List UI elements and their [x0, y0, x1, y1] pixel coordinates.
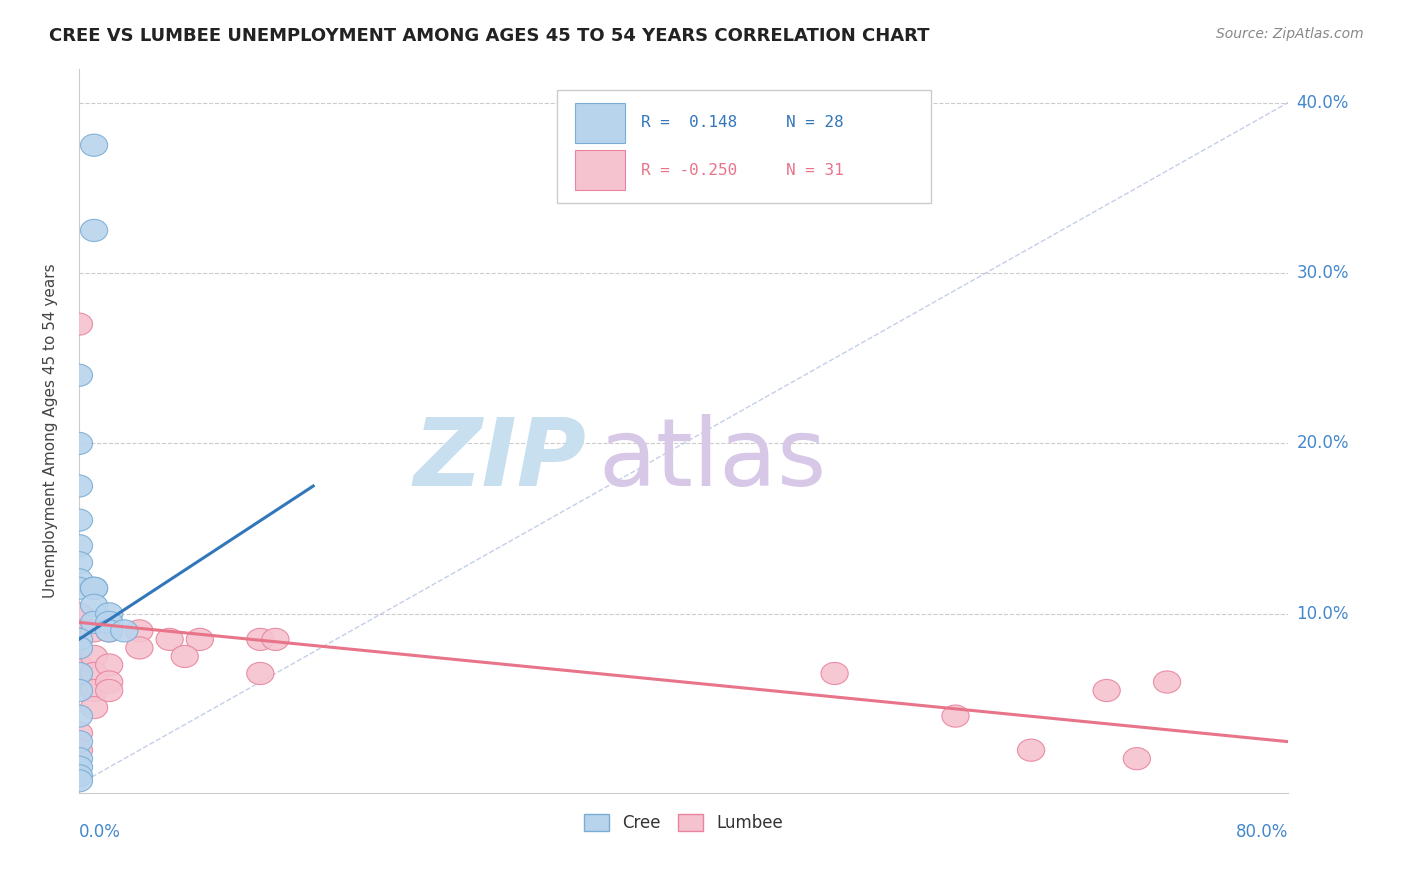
Legend: Cree, Lumbee: Cree, Lumbee [578, 807, 789, 838]
Ellipse shape [80, 219, 108, 242]
Ellipse shape [125, 620, 153, 642]
Ellipse shape [262, 628, 290, 650]
Ellipse shape [96, 680, 122, 702]
Ellipse shape [65, 764, 93, 787]
Ellipse shape [96, 620, 122, 642]
Ellipse shape [80, 663, 108, 684]
Ellipse shape [80, 697, 108, 719]
Ellipse shape [65, 756, 93, 779]
Text: CREE VS LUMBEE UNEMPLOYMENT AMONG AGES 45 TO 54 YEARS CORRELATION CHART: CREE VS LUMBEE UNEMPLOYMENT AMONG AGES 4… [49, 27, 929, 45]
Ellipse shape [65, 628, 93, 650]
Ellipse shape [65, 509, 93, 531]
Ellipse shape [80, 645, 108, 667]
Ellipse shape [80, 577, 108, 599]
Ellipse shape [65, 705, 93, 727]
Text: N = 31: N = 31 [786, 162, 844, 178]
Ellipse shape [96, 620, 122, 642]
Ellipse shape [246, 628, 274, 650]
Text: 40.0%: 40.0% [1296, 94, 1348, 112]
FancyBboxPatch shape [557, 90, 931, 202]
Ellipse shape [65, 722, 93, 744]
Ellipse shape [1153, 671, 1181, 693]
Ellipse shape [65, 747, 93, 770]
Ellipse shape [65, 671, 93, 693]
Ellipse shape [80, 680, 108, 702]
Ellipse shape [65, 770, 93, 792]
Ellipse shape [1018, 739, 1045, 761]
Text: 80.0%: 80.0% [1236, 823, 1288, 841]
Ellipse shape [96, 671, 122, 693]
Ellipse shape [65, 364, 93, 386]
Ellipse shape [65, 663, 93, 684]
Ellipse shape [65, 731, 93, 753]
Ellipse shape [65, 475, 93, 497]
Y-axis label: Unemployment Among Ages 45 to 54 years: Unemployment Among Ages 45 to 54 years [44, 263, 58, 598]
Ellipse shape [96, 654, 122, 676]
Ellipse shape [65, 534, 93, 557]
Ellipse shape [96, 603, 122, 625]
Ellipse shape [65, 433, 93, 455]
Text: atlas: atlas [599, 414, 827, 506]
Ellipse shape [65, 680, 93, 702]
Text: R = -0.250: R = -0.250 [641, 162, 737, 178]
Ellipse shape [65, 551, 93, 574]
Ellipse shape [65, 739, 93, 761]
Ellipse shape [65, 628, 93, 650]
Ellipse shape [80, 594, 108, 616]
Ellipse shape [80, 577, 108, 599]
Text: Source: ZipAtlas.com: Source: ZipAtlas.com [1216, 27, 1364, 41]
Text: 0.0%: 0.0% [79, 823, 121, 841]
Text: R =  0.148: R = 0.148 [641, 115, 737, 130]
Ellipse shape [125, 637, 153, 659]
Ellipse shape [156, 628, 183, 650]
Ellipse shape [65, 577, 93, 599]
Ellipse shape [65, 620, 93, 642]
Ellipse shape [65, 603, 93, 625]
Ellipse shape [65, 637, 93, 659]
Ellipse shape [942, 705, 969, 727]
Text: ZIP: ZIP [413, 414, 586, 506]
Ellipse shape [821, 663, 848, 684]
Ellipse shape [1092, 680, 1121, 702]
Ellipse shape [65, 569, 93, 591]
Ellipse shape [80, 134, 108, 156]
Ellipse shape [111, 620, 138, 642]
Text: N = 28: N = 28 [786, 115, 844, 130]
Ellipse shape [246, 663, 274, 684]
FancyBboxPatch shape [575, 150, 626, 190]
Ellipse shape [80, 620, 108, 642]
Text: 20.0%: 20.0% [1296, 434, 1348, 452]
Ellipse shape [96, 611, 122, 633]
Text: 30.0%: 30.0% [1296, 264, 1348, 282]
Ellipse shape [65, 654, 93, 676]
Ellipse shape [186, 628, 214, 650]
Ellipse shape [80, 611, 108, 633]
Ellipse shape [1123, 747, 1150, 770]
Text: 10.0%: 10.0% [1296, 605, 1348, 623]
Ellipse shape [65, 313, 93, 335]
FancyBboxPatch shape [575, 103, 626, 143]
Ellipse shape [172, 645, 198, 667]
